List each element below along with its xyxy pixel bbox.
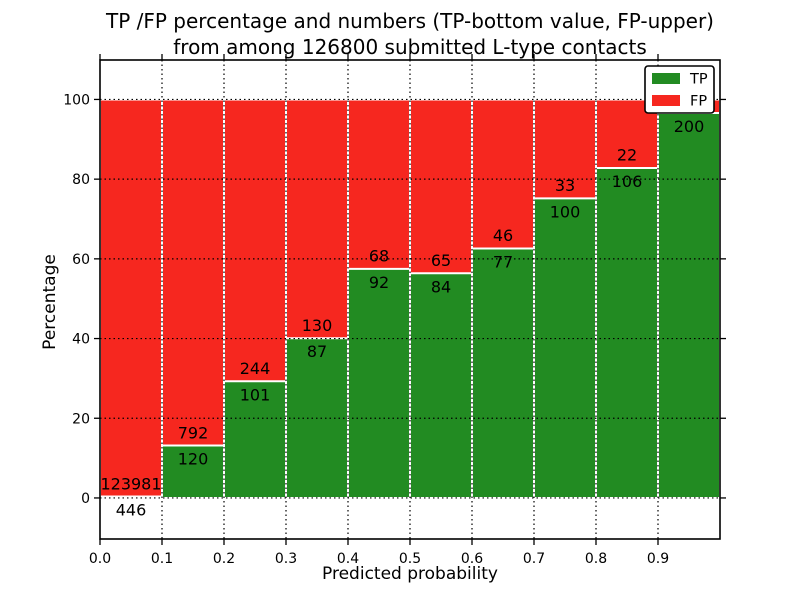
- fp-count-label: 33: [555, 176, 575, 195]
- tp-bar-segment: [534, 198, 596, 498]
- tp-count-label: 120: [178, 450, 209, 469]
- tp-count-label: 77: [493, 253, 513, 272]
- tp-bar-segment: [658, 113, 720, 498]
- fp-bar-segment: [472, 99, 534, 249]
- fp-bar-segment: [534, 99, 596, 199]
- chart-title: TP /FP percentage and numbers (TP-bottom…: [20, 8, 800, 60]
- tp-bar-segment: [596, 167, 658, 498]
- legend-swatch-tp: [652, 73, 680, 84]
- tp-bar-segment: [224, 381, 286, 498]
- fp-bar-segment: [348, 99, 410, 269]
- y-tick-label: 80: [72, 172, 90, 188]
- fp-count-label: 123981: [100, 474, 161, 493]
- fp-count-label: 22: [617, 146, 637, 165]
- y-tick-label: 40: [72, 332, 90, 348]
- x-axis-label: Predicted probability: [322, 564, 498, 584]
- tp-count-label: 106: [612, 172, 643, 191]
- fp-bar-segment: [162, 99, 224, 446]
- x-tick-label: 0.4: [337, 551, 359, 567]
- fp-count-label: 130: [302, 316, 333, 335]
- legend-swatch-fp: [652, 95, 680, 106]
- x-tick-label: 0.9: [647, 551, 669, 567]
- x-tick-label: 0.3: [275, 551, 297, 567]
- tp-bar-segment: [162, 445, 224, 498]
- legend-label-fp: FP: [690, 94, 707, 110]
- fp-bar-segment: [100, 99, 162, 497]
- tp-count-label: 446: [116, 501, 147, 520]
- chart-title-line1: TP /FP percentage and numbers (TP-bottom…: [106, 9, 714, 33]
- tp-count-label: 87: [307, 342, 327, 361]
- tp-count-label: 92: [369, 273, 389, 292]
- x-tick-label: 0.5: [399, 551, 421, 567]
- tp-bar-segment: [472, 248, 534, 498]
- y-tick-label: 100: [63, 92, 90, 108]
- fp-count-label: 46: [493, 226, 513, 245]
- tp-bar-segment: [348, 268, 410, 498]
- y-tick-label: 20: [72, 411, 90, 427]
- legend-label-tp: TP: [689, 72, 708, 88]
- fp-bar-segment: [286, 99, 348, 339]
- fp-count-label: 65: [431, 251, 451, 270]
- x-tick-label: 0.1: [151, 551, 173, 567]
- fp-count-label: 792: [178, 423, 209, 442]
- fp-bar-segment: [224, 99, 286, 382]
- fp-bar-segment: [410, 99, 472, 274]
- y-tick-label: 0: [81, 491, 90, 507]
- y-tick-label: 60: [72, 252, 90, 268]
- tp-count-label: 101: [240, 385, 271, 404]
- x-tick-label: 0.8: [585, 551, 607, 567]
- tp-count-label: 84: [431, 277, 451, 296]
- tp-bar-segment: [410, 273, 472, 498]
- tp-count-label: 200: [674, 117, 705, 136]
- fp-count-label: 68: [369, 247, 389, 266]
- y-axis-label: Percentage: [40, 254, 60, 350]
- x-tick-label: 0.6: [461, 551, 483, 567]
- tp-count-label: 100: [550, 202, 581, 221]
- x-tick-label: 0.7: [523, 551, 545, 567]
- x-tick-label: 0.2: [213, 551, 235, 567]
- x-tick-label: 0.0: [89, 551, 111, 567]
- fp-count-label: 244: [240, 359, 271, 378]
